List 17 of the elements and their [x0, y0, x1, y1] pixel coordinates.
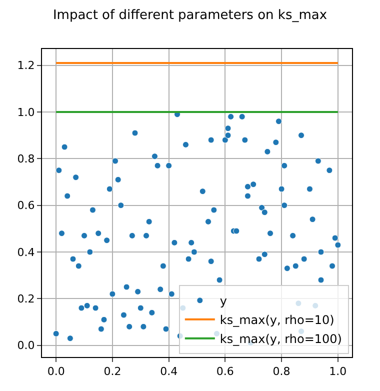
- x-tick-label: 0.6: [216, 365, 234, 378]
- y-tick-label: 0.8: [17, 152, 35, 166]
- y-tick-label: 0.4: [17, 246, 35, 259]
- legend-label: ks_max(y, rho=10): [220, 313, 334, 328]
- x-tick-label: 0.2: [104, 365, 122, 378]
- legend-label: ks_max(y, rho=100): [220, 332, 342, 346]
- x-tick-label: 0.4: [160, 365, 178, 378]
- y-tick-label: 0.0: [17, 339, 35, 352]
- chart-title: Impact of different parameters on ks_max: [52, 8, 328, 23]
- y-tick-label: 1.2: [17, 59, 35, 72]
- x-tick-label: 0.0: [47, 365, 65, 378]
- legend-label: y: [220, 294, 228, 308]
- y-tick-label: 0.6: [17, 199, 35, 212]
- x-tick-label: 0.8: [272, 365, 290, 378]
- y-tick-label: 0.2: [17, 292, 35, 306]
- y-tick-label: 1.0: [17, 106, 35, 119]
- x-tick-label: 1.0: [329, 365, 347, 378]
